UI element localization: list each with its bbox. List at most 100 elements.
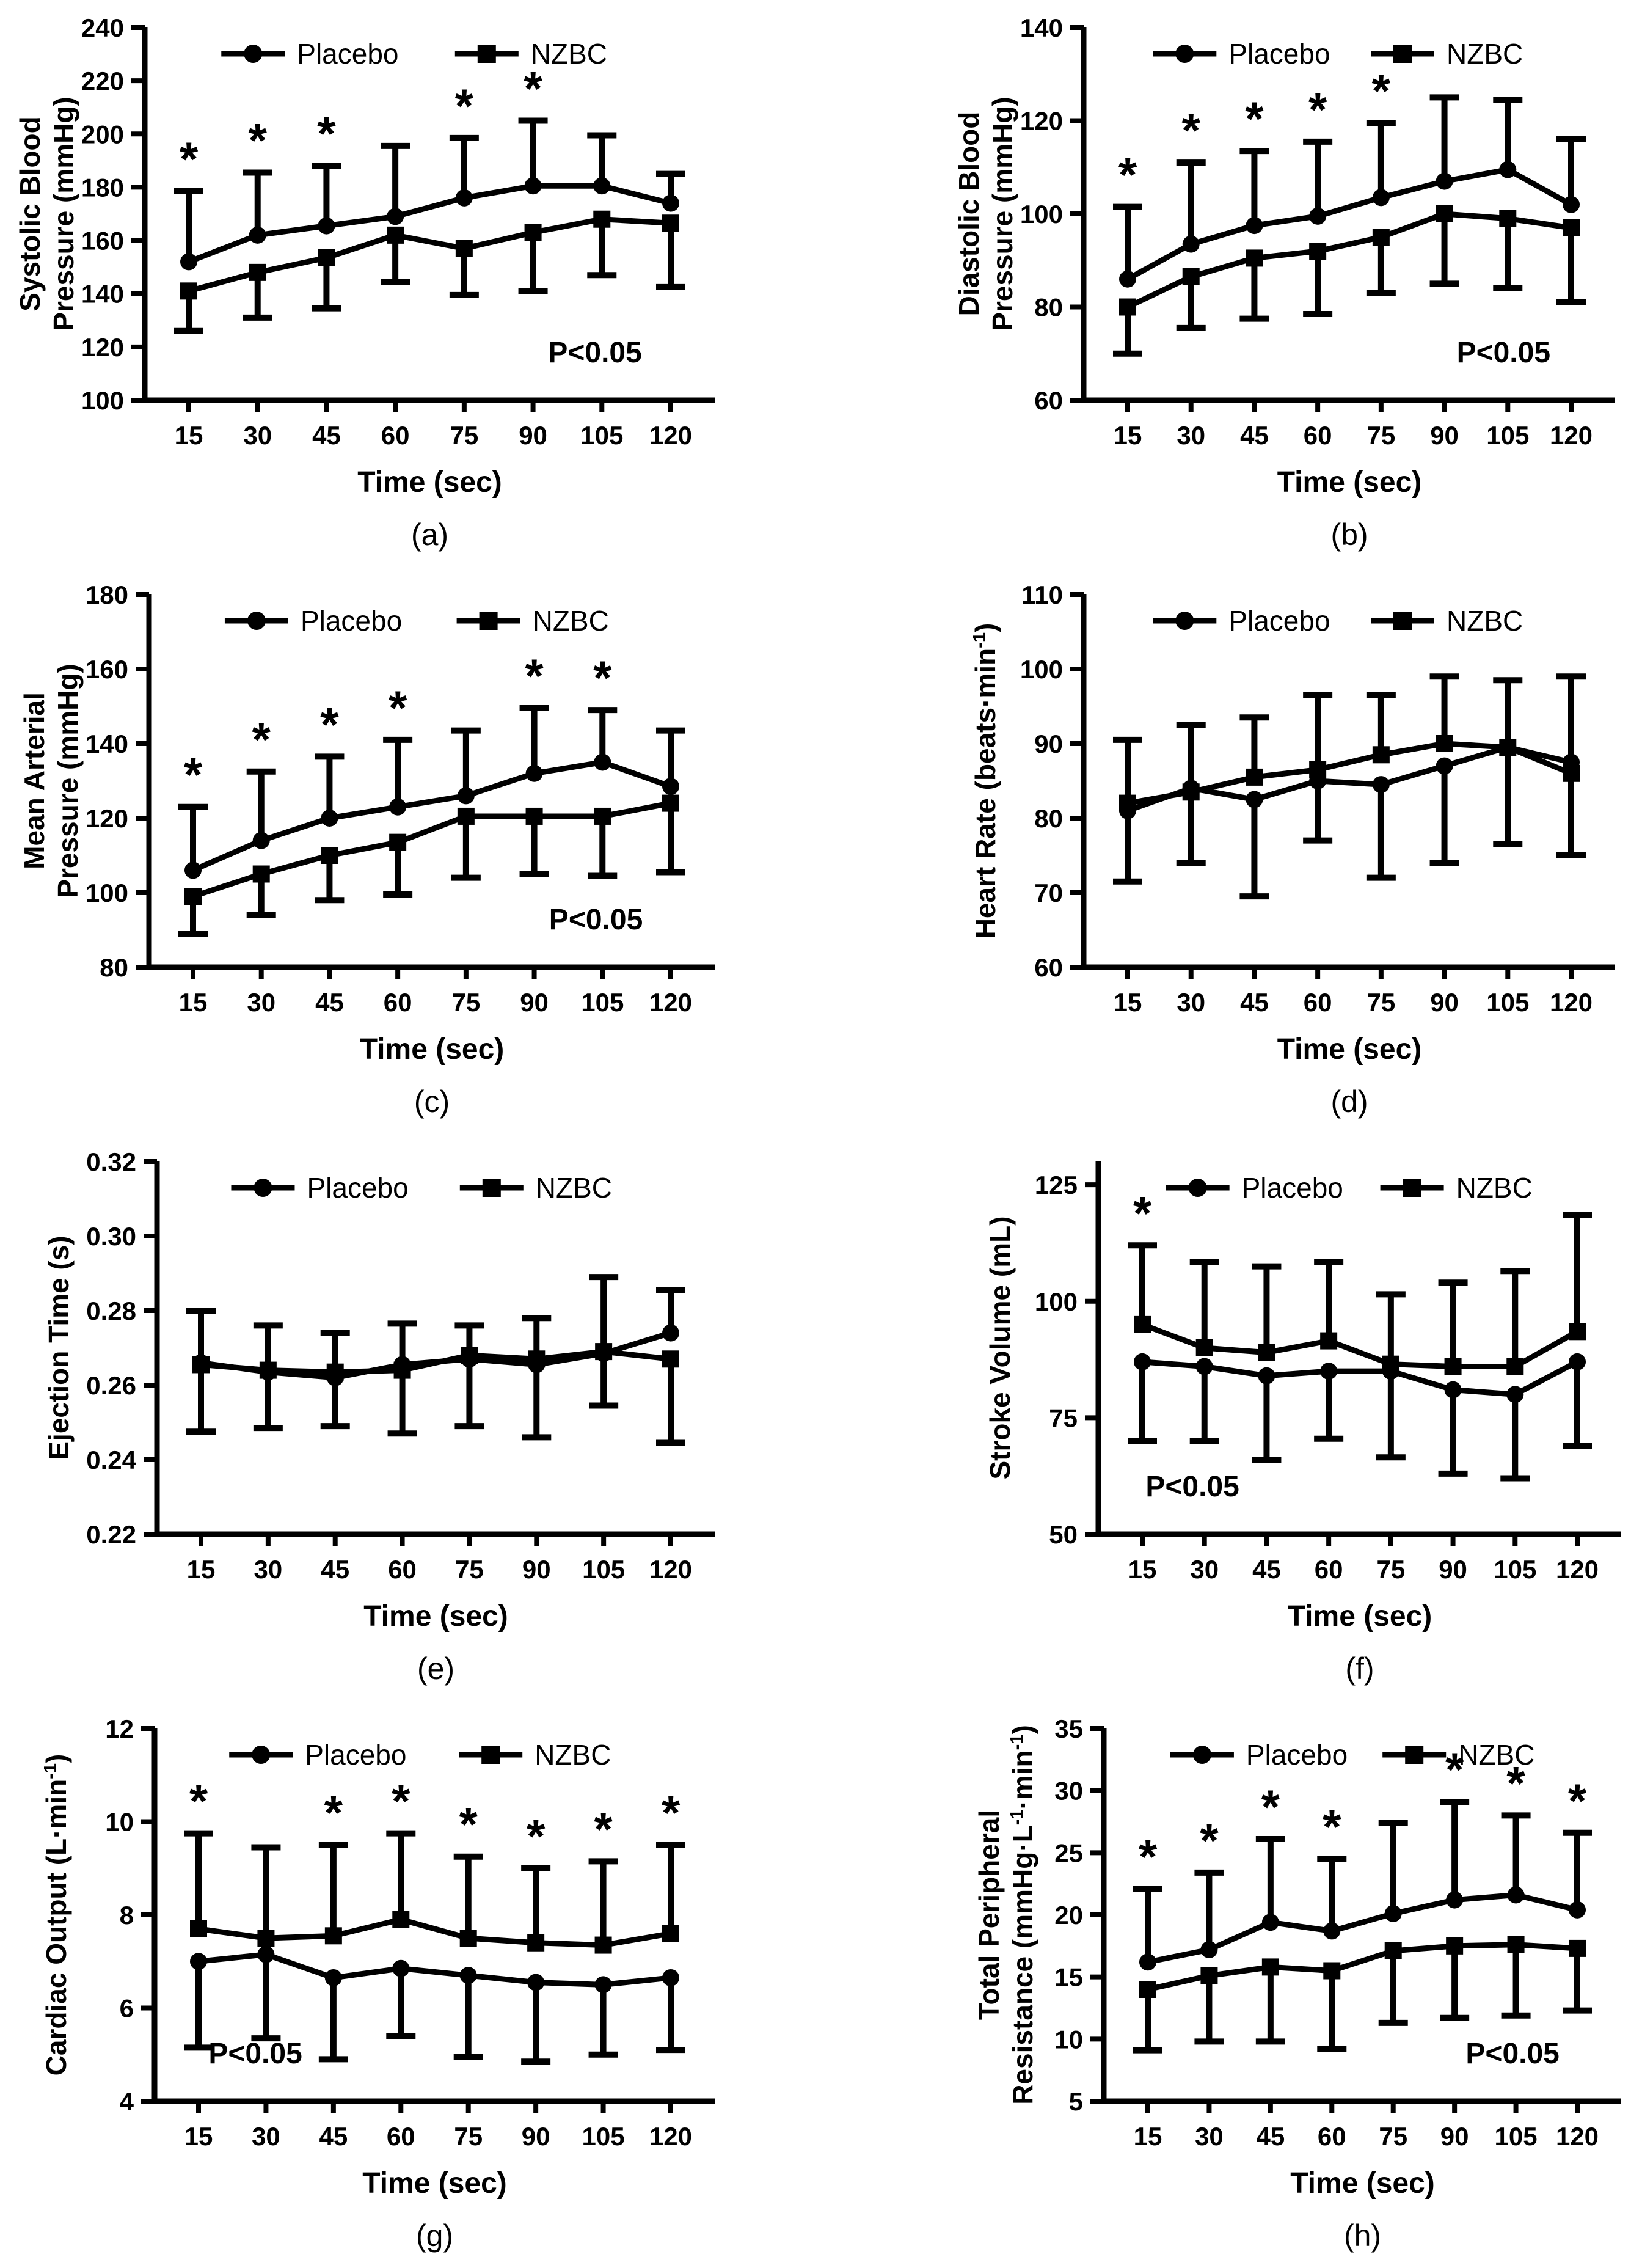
x-tick-label: 45 bbox=[1252, 1555, 1281, 1584]
x-tick-label: 60 bbox=[384, 988, 412, 1017]
square-marker bbox=[1563, 219, 1580, 236]
x-tick-label: 45 bbox=[312, 421, 341, 450]
axes: 4 6 8 10 12 15 30 45 60 75 90 105 120 bbox=[105, 1714, 715, 2151]
legend: Placebo NZBC bbox=[1166, 1172, 1533, 1204]
y-tick-label: 120 bbox=[1020, 107, 1063, 136]
circle-marker bbox=[1436, 757, 1453, 775]
y-tick-label: 200 bbox=[81, 120, 124, 148]
x-axis-label: Time (sec) bbox=[357, 466, 502, 499]
x-tick-label: 120 bbox=[649, 1555, 692, 1584]
panel-e: 0.22 0.24 0.26 0.28 0.30 0.32 15 30 45 60 75 90 105 1… bbox=[0, 1134, 821, 1701]
x-tick-label: 60 bbox=[1315, 1555, 1343, 1584]
significance-asterisk: * bbox=[455, 79, 474, 133]
x-tick-label: 120 bbox=[1550, 988, 1593, 1017]
square-marker bbox=[595, 1343, 613, 1361]
circle-marker bbox=[1372, 189, 1390, 207]
y-tick-label: 60 bbox=[1034, 953, 1063, 982]
x-tick-label: 105 bbox=[580, 421, 623, 450]
square-marker bbox=[1569, 1939, 1586, 1957]
legend: Placebo NZBC bbox=[231, 1172, 612, 1204]
x-tick-label: 120 bbox=[649, 988, 692, 1017]
x-tick-label: 75 bbox=[454, 2122, 483, 2151]
legend-nzbc-label: NZBC bbox=[1456, 1172, 1533, 1204]
circle-marker bbox=[459, 1967, 477, 1984]
square-marker bbox=[190, 1920, 207, 1937]
y-axis-label: Pressure (mmHg) bbox=[48, 97, 79, 331]
significance-asterisk: * bbox=[1133, 1186, 1152, 1240]
y-tick-label: 50 bbox=[1049, 1520, 1078, 1549]
x-tick-label: 30 bbox=[252, 2122, 280, 2151]
significance-asterisk: * bbox=[1261, 1780, 1280, 1834]
square-marker bbox=[1569, 1323, 1586, 1341]
x-tick-label: 60 bbox=[388, 1555, 417, 1584]
panel-g: 4 6 8 10 12 15 30 45 60 75 90 105 120 Cardiac Output … bbox=[0, 1701, 821, 2268]
significance-asterisk: * bbox=[594, 1802, 613, 1856]
significance-asterisk: * bbox=[252, 712, 271, 766]
x-tick-label: 60 bbox=[1304, 988, 1332, 1017]
square-marker bbox=[1119, 298, 1136, 316]
p-annotation: P<0.05 bbox=[549, 904, 643, 936]
legend-nzbc-label: NZBC bbox=[1447, 605, 1523, 637]
x-tick-label: 15 bbox=[175, 421, 203, 450]
panel-letter: (e) bbox=[417, 1652, 454, 1686]
x-tick-label: 30 bbox=[243, 421, 272, 450]
legend: Placebo NZBC bbox=[229, 1739, 611, 1771]
legend-circle-marker bbox=[244, 45, 263, 63]
square-marker bbox=[594, 1936, 612, 1954]
placebo-series bbox=[1113, 94, 1586, 288]
series-line bbox=[1147, 1892, 1578, 1965]
legend-circle-marker bbox=[252, 1746, 271, 1764]
significance-asterisk: * bbox=[1323, 1800, 1341, 1854]
y-tick-label: 80 bbox=[100, 953, 128, 982]
legend-circle-marker bbox=[1175, 612, 1194, 630]
x-tick-label: 15 bbox=[1114, 988, 1142, 1017]
placebo-series bbox=[1128, 1353, 1592, 1482]
square-marker bbox=[1384, 1942, 1402, 1959]
series-line bbox=[1142, 1359, 1579, 1397]
circle-marker bbox=[455, 189, 473, 207]
x-tick-label: 45 bbox=[1240, 988, 1269, 1017]
y-tick-label: 70 bbox=[1034, 879, 1063, 907]
legend-square-marker bbox=[1393, 612, 1412, 630]
panel-e-chart: 0.22 0.24 0.26 0.28 0.30 0.32 15 30 45 60 75 90 105 1… bbox=[43, 1147, 715, 1686]
square-marker bbox=[1320, 1332, 1338, 1350]
significance-asterisk: * bbox=[320, 697, 339, 751]
significance-asterisk: * bbox=[324, 1786, 343, 1840]
nzbc-series bbox=[1133, 1936, 1592, 2054]
x-tick-label: 105 bbox=[1495, 2122, 1538, 2151]
circle-marker bbox=[593, 177, 611, 195]
square-marker bbox=[257, 1930, 275, 1947]
significance-asterisk: * bbox=[389, 681, 407, 734]
panel-c: 80 100 120 140 160 180 15 30 45 60 75 90 105 120 Mean … bbox=[0, 567, 821, 1134]
placebo-series bbox=[184, 1945, 685, 2065]
legend-placebo-label: Placebo bbox=[1228, 605, 1330, 637]
circle-marker bbox=[662, 1969, 679, 1986]
legend-placebo-label: Placebo bbox=[1242, 1172, 1343, 1204]
y-axis-label: Cardiac Output (L·min-1) bbox=[40, 1754, 72, 2076]
circle-marker bbox=[190, 1953, 207, 1970]
y-tick-label: 6 bbox=[120, 1994, 134, 2023]
series-line bbox=[188, 216, 671, 294]
axes: 5 10 15 20 25 30 35 15 30 45 60 75 90 105 120 bbox=[1054, 1714, 1621, 2151]
y-tick-label: 0.30 bbox=[86, 1222, 136, 1251]
nzbc-series bbox=[1113, 673, 1586, 812]
square-marker bbox=[252, 865, 270, 883]
y-tick-label: 75 bbox=[1049, 1403, 1078, 1432]
square-marker bbox=[392, 1911, 410, 1928]
square-marker bbox=[461, 1347, 478, 1364]
legend-nzbc-label: NZBC bbox=[1447, 38, 1523, 70]
panel-d-chart: 60 70 80 90 100 110 15 30 45 60 75 90 105 120 Heart Ra… bbox=[969, 580, 1615, 1119]
square-marker bbox=[387, 226, 404, 244]
x-tick-label: 105 bbox=[1486, 988, 1529, 1017]
x-axis-label: Time (sec) bbox=[1290, 2167, 1435, 2200]
y-tick-label: 30 bbox=[1054, 1777, 1083, 1805]
axes: 80 100 120 140 160 180 15 30 45 60 75 90 105 120 bbox=[86, 580, 715, 1017]
circle-marker bbox=[389, 798, 407, 816]
x-tick-label: 60 bbox=[381, 421, 410, 450]
x-axis-label: Time (sec) bbox=[1288, 1600, 1432, 1633]
circle-marker bbox=[594, 753, 611, 771]
x-tick-label: 60 bbox=[387, 2122, 415, 2151]
circle-marker bbox=[1134, 1353, 1151, 1370]
x-tick-label: 75 bbox=[451, 988, 480, 1017]
circle-marker bbox=[1436, 172, 1453, 190]
